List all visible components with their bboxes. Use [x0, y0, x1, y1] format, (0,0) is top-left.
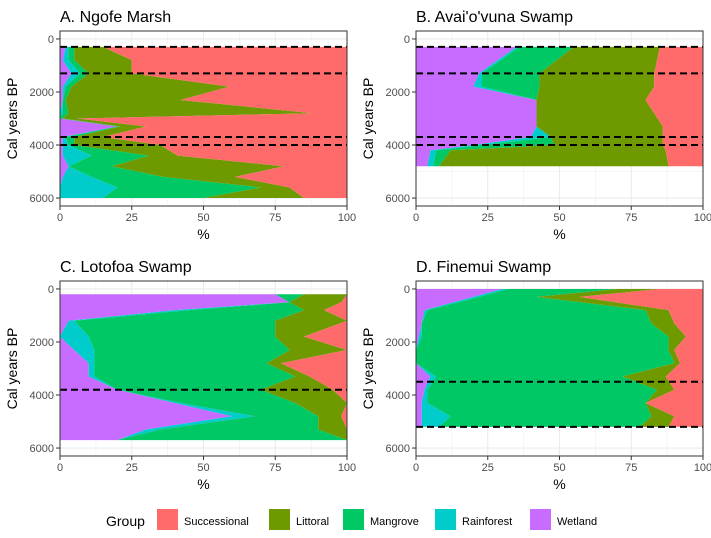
- y-tick-label: 2000: [30, 337, 54, 349]
- legend-label: Successional: [184, 516, 249, 528]
- y-axis-label: Cal years BP: [4, 78, 20, 160]
- area-successional: [280, 294, 347, 441]
- x-tick-label: 50: [197, 212, 209, 224]
- x-tick-label: 75: [625, 212, 637, 224]
- area-littoral: [260, 294, 347, 441]
- x-tick-label: 100: [338, 462, 356, 474]
- area-rainforest: [60, 46, 118, 199]
- x-tick-label: 25: [126, 212, 138, 224]
- y-tick-label: 4000: [30, 390, 54, 402]
- x-axis-label: %: [197, 226, 209, 242]
- y-tick-label: 4000: [386, 140, 410, 152]
- x-tick-label: 0: [413, 212, 419, 224]
- x-tick-label: 25: [126, 462, 138, 474]
- legend-key: [530, 509, 551, 530]
- y-tick-label: 0: [48, 284, 54, 296]
- legend-item-successional: Successional: [157, 509, 249, 530]
- area-mangrove: [60, 46, 261, 199]
- y-axis-label: Cal years BP: [4, 328, 20, 410]
- area-successional: [645, 46, 703, 167]
- panel-b: 0 25 50 75 100 0 2000 4000 6000 B. Avai'o'vuna Sw…: [360, 9, 711, 242]
- y-axis-label: Cal years BP: [360, 328, 376, 410]
- panel-d: 0 25 50 75 100 0 2000 4000 6000 D. Finemui Swamp%…: [360, 259, 711, 492]
- area-wetland: [60, 46, 118, 199]
- y-tick-label: 6000: [386, 193, 410, 205]
- panel-title: D. Finemui Swamp: [416, 259, 551, 276]
- y-tick-label: 2000: [386, 337, 410, 349]
- x-axis-label: %: [197, 476, 209, 492]
- panel-a: 0 25 50 75 100 0 2000 4000 6000 A. Ngofe Marsh% Ca…: [4, 9, 356, 242]
- legend-label: Rainforest: [462, 516, 512, 528]
- x-tick-label: 0: [57, 212, 63, 224]
- legend-key: [269, 509, 290, 530]
- y-tick-label: 0: [404, 284, 410, 296]
- x-tick-label: 75: [625, 462, 637, 474]
- area-successional: [579, 288, 703, 427]
- panel-title: A. Ngofe Marsh: [60, 9, 171, 26]
- area-wetland: [60, 294, 290, 441]
- x-tick-label: 50: [197, 462, 209, 474]
- x-tick-label: 100: [694, 212, 711, 224]
- x-tick-label: 50: [553, 462, 565, 474]
- panel-title: C. Lotofoa Swamp: [60, 259, 192, 276]
- legend-label: Mangrove: [370, 516, 419, 528]
- area-mangrove: [416, 288, 675, 427]
- x-tick-label: 0: [57, 462, 63, 474]
- y-tick-label: 0: [48, 34, 54, 46]
- x-tick-label: 0: [413, 462, 419, 474]
- y-tick-label: 6000: [30, 193, 54, 205]
- panel-c: 0 25 50 75 100 0 2000 4000 6000 C. Lotofoa Swamp%…: [4, 259, 356, 492]
- legend: Group Successional Littoral Mangrove Rainfor…: [106, 509, 597, 530]
- x-axis-label: %: [553, 476, 565, 492]
- x-tick-label: 75: [269, 462, 281, 474]
- area-successional: [77, 46, 347, 199]
- y-tick-label: 2000: [30, 87, 54, 99]
- x-axis-label: %: [553, 226, 565, 242]
- legend-item-rainforest: Rainforest: [435, 509, 512, 530]
- legend-label: Wetland: [557, 516, 597, 528]
- area-littoral: [438, 46, 669, 167]
- y-tick-label: 0: [404, 34, 410, 46]
- y-tick-label: 4000: [30, 140, 54, 152]
- legend-key: [157, 509, 178, 530]
- area-littoral: [62, 46, 313, 199]
- legend-item-wetland: Wetland: [530, 509, 597, 530]
- area-mangrove: [433, 46, 574, 167]
- x-tick-label: 50: [553, 212, 565, 224]
- y-tick-label: 6000: [30, 443, 54, 455]
- y-tick-label: 4000: [386, 390, 410, 402]
- x-tick-label: 100: [694, 462, 711, 474]
- area-wetland: [416, 288, 503, 427]
- x-tick-label: 25: [482, 212, 494, 224]
- legend-item-littoral: Littoral: [269, 509, 329, 530]
- panel-title: B. Avai'o'vuna Swamp: [416, 9, 573, 26]
- y-tick-label: 2000: [386, 87, 410, 99]
- x-tick-label: 100: [338, 212, 356, 224]
- x-tick-label: 25: [482, 462, 494, 474]
- legend-key: [343, 509, 364, 530]
- y-tick-label: 6000: [386, 443, 410, 455]
- legend-title: Group: [106, 513, 145, 529]
- legend-item-mangrove: Mangrove: [343, 509, 419, 530]
- legend-label: Littoral: [296, 516, 329, 528]
- x-tick-label: 75: [269, 212, 281, 224]
- area-rainforest: [416, 288, 508, 427]
- legend-key: [435, 509, 456, 530]
- y-axis-label: Cal years BP: [360, 78, 376, 160]
- area-mangrove: [74, 294, 347, 441]
